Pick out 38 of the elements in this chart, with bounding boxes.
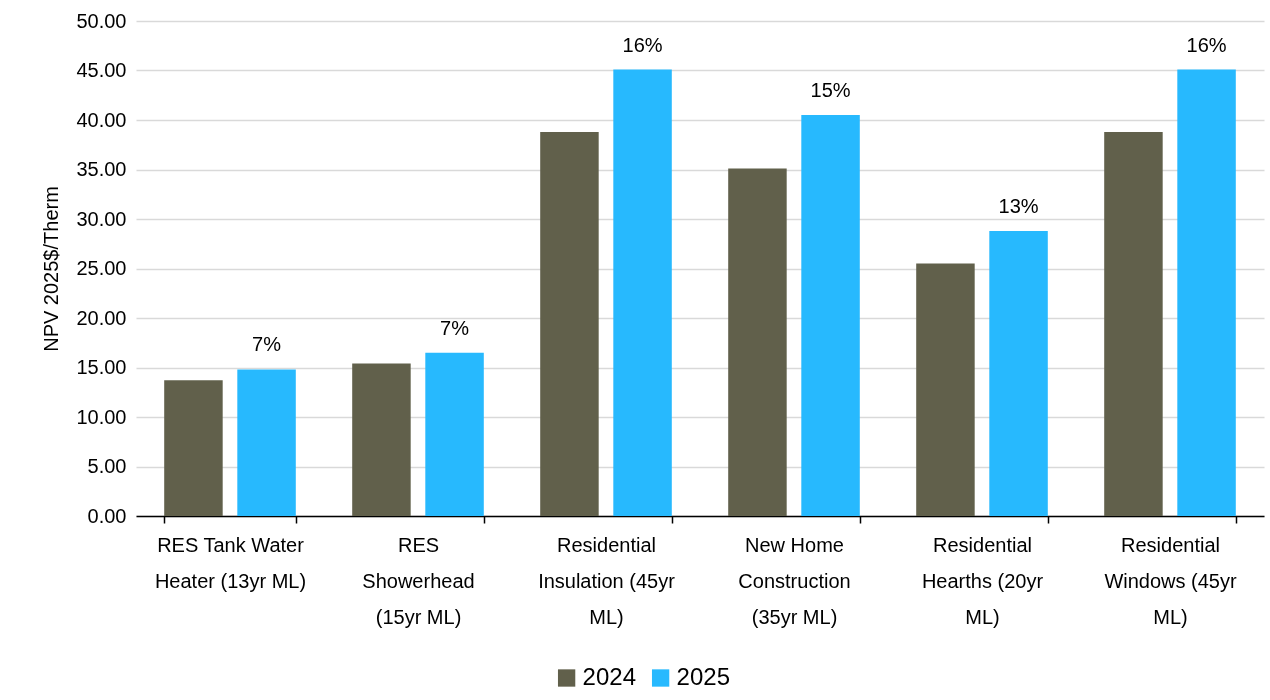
bar [352, 363, 411, 516]
bar [237, 369, 296, 516]
bar [164, 380, 223, 516]
x-tick-label: New Home Construction (35yr ML) [738, 533, 851, 628]
bar [801, 115, 860, 516]
x-tick-label: RES Tank Water Heater (13yr ML) [154, 533, 307, 592]
annotation: 7% [252, 333, 282, 356]
y-tick-label: 5.00 [87, 455, 127, 477]
bar [613, 69, 672, 516]
y-tick-label: 30.00 [76, 207, 127, 230]
y-tick-label: 40.00 [76, 108, 127, 131]
bar [1104, 131, 1163, 516]
y-tick-label: 0.00 [87, 504, 127, 527]
annotation: 16% [622, 33, 663, 56]
annotation: 7% [440, 316, 470, 339]
annotation: 15% [810, 79, 851, 102]
y-tick-label: 35.00 [76, 158, 127, 180]
y-tick-label: 45.00 [76, 59, 127, 81]
y-tick-label: 10.00 [76, 405, 127, 428]
x-tick-label: Residential Insulation (45yr ML) [538, 533, 676, 628]
annotation: 16% [1186, 33, 1227, 56]
legend-label: 2025 [676, 663, 731, 690]
legend-label: 2024 [582, 663, 637, 690]
x-tick-label: Residential Windows (45yr ML) [1104, 533, 1237, 628]
y-tick-label: 15.00 [76, 356, 127, 378]
bar [425, 352, 484, 516]
y-tick-label: 25.00 [76, 257, 127, 279]
bar [989, 230, 1048, 516]
y-tick-label: 20.00 [76, 306, 127, 329]
bar [1177, 69, 1236, 516]
y-tick-label: 50.00 [76, 9, 127, 32]
bar [916, 263, 975, 516]
x-tick-label: RES Showerhead (15yr ML) [362, 533, 475, 628]
bar [728, 168, 787, 516]
annotation: 13% [998, 194, 1039, 217]
x-tick-label: Residential Hearths (20yr ML) [921, 533, 1044, 628]
bar [540, 131, 599, 516]
y-axis-title: NPV 2025$/Therm [40, 186, 63, 352]
